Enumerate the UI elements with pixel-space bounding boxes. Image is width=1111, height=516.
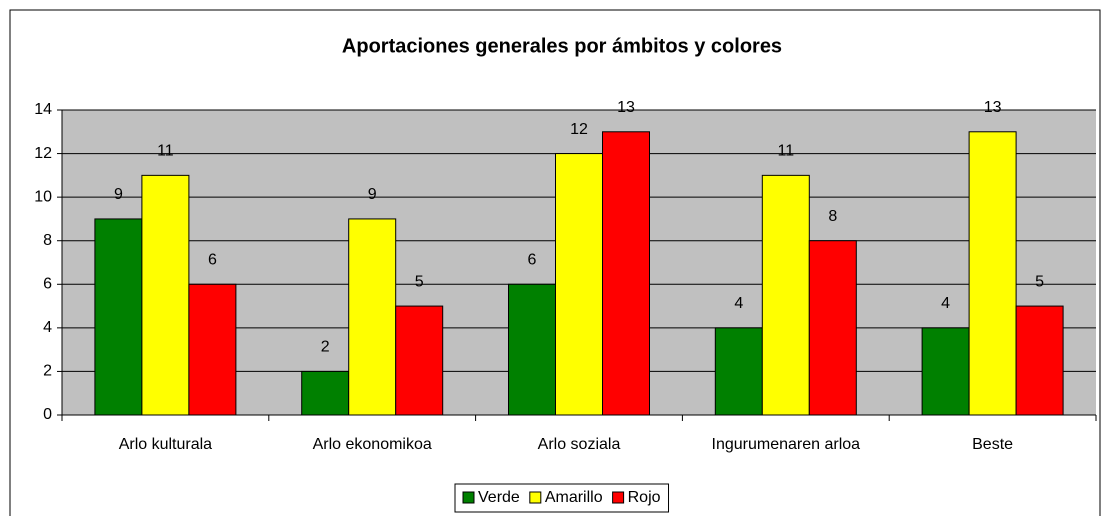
y-tick-label: 10 xyxy=(34,188,52,205)
bar xyxy=(94,218,143,416)
bar xyxy=(141,174,190,416)
y-tick-label: 8 xyxy=(43,232,52,249)
legend-label: Rojo xyxy=(628,489,661,506)
chart-title: Aportaciones generales por ámbitos y col… xyxy=(342,35,782,57)
x-tick-label: Ingurumenaren arloa xyxy=(712,436,861,453)
data-label: 2 xyxy=(321,339,330,356)
bar xyxy=(301,370,350,416)
data-label: 6 xyxy=(208,252,217,269)
bar xyxy=(921,327,970,416)
bar xyxy=(602,131,650,416)
data-label: 11 xyxy=(777,143,794,160)
data-label: 4 xyxy=(941,295,950,312)
bar xyxy=(348,218,397,416)
bar xyxy=(808,240,857,416)
y-tick-label: 0 xyxy=(43,406,52,423)
bar xyxy=(1015,305,1064,416)
legend-swatch xyxy=(529,491,542,504)
x-tick-label: Arlo soziala xyxy=(538,436,621,453)
bar xyxy=(188,283,237,416)
data-label: 12 xyxy=(570,121,588,138)
data-label: 13 xyxy=(984,99,1002,116)
legend-swatch xyxy=(612,491,625,504)
data-label: 9 xyxy=(368,186,377,203)
y-tick-label: 12 xyxy=(34,145,52,162)
bar xyxy=(508,283,556,416)
bar xyxy=(761,174,810,416)
y-tick-label: 6 xyxy=(43,276,52,293)
data-label: 9 xyxy=(114,186,123,203)
data-label: 4 xyxy=(734,295,743,312)
legend-label: Verde xyxy=(478,489,520,506)
data-label: 5 xyxy=(415,273,424,290)
legend-label: Amarillo xyxy=(545,489,603,506)
bar xyxy=(714,327,763,416)
data-label: 11 xyxy=(157,143,174,160)
data-label: 8 xyxy=(828,208,837,225)
y-tick-label: 14 xyxy=(34,101,52,118)
x-tick-label: Beste xyxy=(972,436,1013,453)
x-tick-label: Arlo kulturala xyxy=(119,436,212,453)
y-tick-label: 2 xyxy=(43,363,52,380)
bar xyxy=(555,153,603,416)
y-tick-label: 4 xyxy=(43,319,52,336)
x-tick-label: Arlo ekonomikoa xyxy=(313,436,432,453)
bar xyxy=(395,305,444,416)
legend-swatch xyxy=(462,491,475,504)
data-label: 5 xyxy=(1035,273,1044,290)
bar xyxy=(968,131,1017,416)
legend-box xyxy=(454,483,670,513)
data-label: 6 xyxy=(528,252,537,269)
data-label: 13 xyxy=(617,99,635,116)
